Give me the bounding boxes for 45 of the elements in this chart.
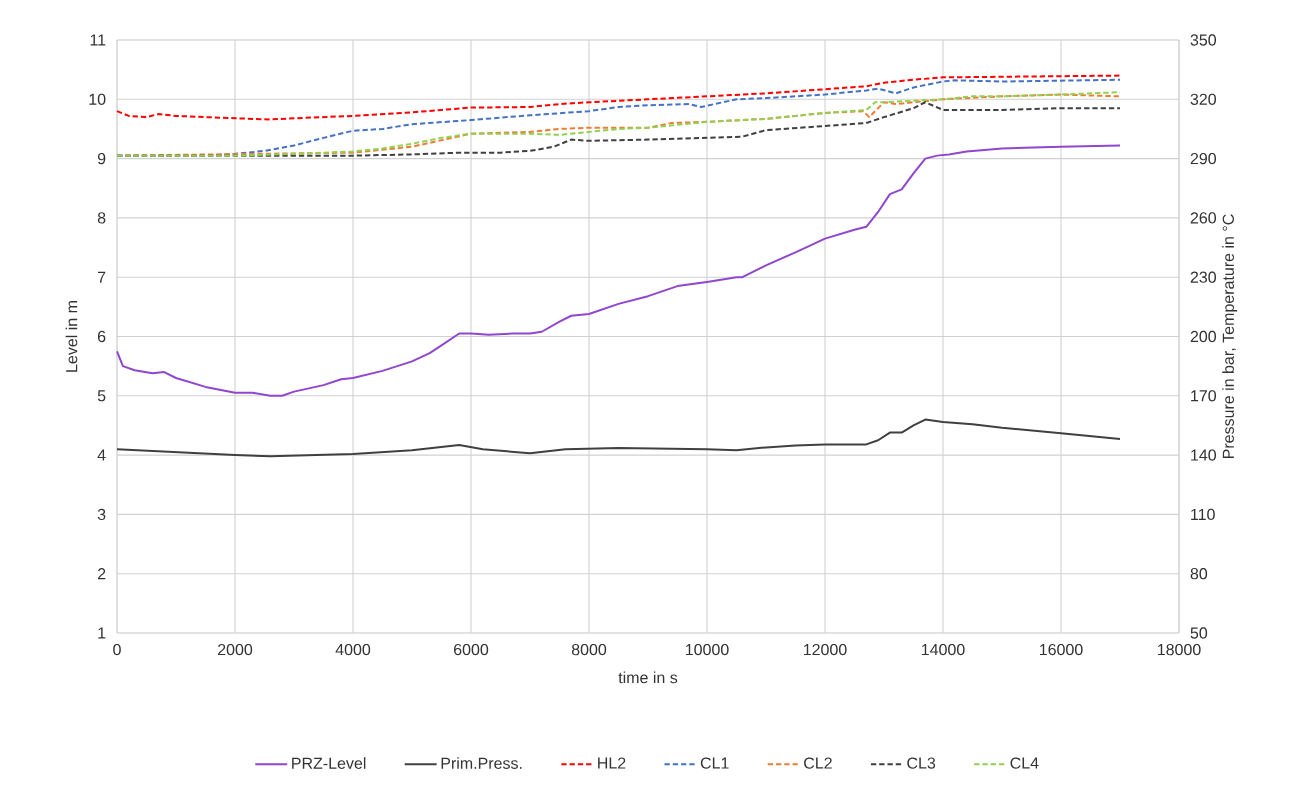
x-tick-label: 4000 xyxy=(335,643,371,656)
legend-label: CL3 xyxy=(907,757,936,769)
x-axis-title: time in s xyxy=(618,671,678,684)
y-tick-label: 4 xyxy=(97,449,106,461)
y-tick-label: 8 xyxy=(97,212,106,224)
y2-tick-label: 110 xyxy=(1191,508,1215,521)
x-tick-label: 14000 xyxy=(921,643,965,656)
x-tick-label: 16000 xyxy=(1039,643,1083,656)
legend-label: CL1 xyxy=(700,757,729,769)
legend-label: Prim.Press. xyxy=(441,757,522,769)
x-tick-label: 2000 xyxy=(218,643,253,656)
y-axis-title: Level in m xyxy=(65,301,78,372)
y-tick-label: 9 xyxy=(97,152,106,165)
y-tick-label: 10 xyxy=(89,93,106,105)
legend-label: HL2 xyxy=(598,757,626,769)
legend-label: PRZ-Level xyxy=(292,757,366,769)
y2-tick-label: 320 xyxy=(1190,93,1217,105)
y2-tick-label: 350 xyxy=(1190,34,1217,46)
y-tick-label: 2 xyxy=(97,568,106,580)
y2-tick-label: 200 xyxy=(1190,330,1217,343)
y2-tick-label: 140 xyxy=(1191,449,1217,461)
x-tick-label: 8000 xyxy=(571,643,607,656)
x-tick-label: 10000 xyxy=(685,643,729,656)
line-series xyxy=(116,418,1122,458)
y2-tick-label: 260 xyxy=(1190,212,1217,224)
x-tick-label: 12000 xyxy=(803,643,847,656)
y2-tick-label: 230 xyxy=(1190,271,1217,283)
x-tick-label: 18000 xyxy=(1157,643,1201,656)
line-series xyxy=(116,144,1122,397)
x-tick-label: 6000 xyxy=(454,643,489,656)
y-tick-label: 6 xyxy=(97,330,106,343)
x-tick-label: 0 xyxy=(113,643,121,656)
y-tick-label: 5 xyxy=(97,390,106,402)
y-tick-label: 1 xyxy=(98,627,106,639)
y2-tick-label: 290 xyxy=(1190,152,1217,165)
y2-tick-label: 170 xyxy=(1191,390,1217,402)
line-series xyxy=(116,74,1122,121)
y2-axis-title: Pressure in bar, Temperature in °C xyxy=(1222,214,1238,458)
y-tick-label: 11 xyxy=(90,34,106,46)
y2-tick-label: 80 xyxy=(1190,568,1208,580)
legend-label: CL2 xyxy=(804,757,832,769)
y-tick-label: 3 xyxy=(97,508,106,521)
y-tick-label: 7 xyxy=(97,271,106,283)
legend-label: CL4 xyxy=(1010,757,1039,769)
y2-tick-label: 50 xyxy=(1190,627,1208,639)
